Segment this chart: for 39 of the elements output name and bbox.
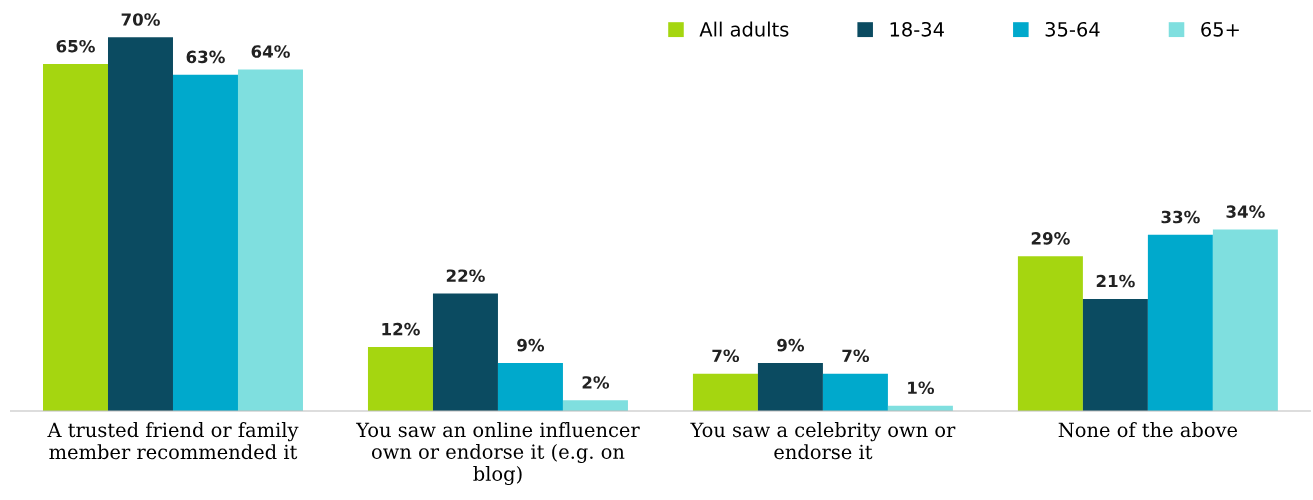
data-label: 65% [56, 39, 95, 53]
data-label: 64% [251, 45, 290, 58]
x-tick-label: You saw a celebrity own or endorse it [690, 422, 956, 460]
bar [367, 346, 433, 411]
data-label: 33% [1161, 210, 1200, 224]
bar [1147, 234, 1213, 411]
bar [432, 293, 498, 411]
data-label: 12% [382, 322, 420, 336]
data-label: 1% [908, 381, 935, 395]
data-label: 29% [1031, 232, 1070, 245]
bar [172, 74, 238, 411]
bar [497, 362, 563, 411]
x-tick-label: A trusted friend or family member recommended it [47, 422, 299, 460]
data-label: 9% [777, 338, 805, 352]
legend-label: 65+ [1201, 21, 1239, 37]
data-label: 21% [1096, 274, 1135, 288]
x-tick-label: You saw an online influencer own or endorse it (e.g. on blog) [355, 422, 640, 486]
data-label: 9% [517, 338, 545, 352]
bar [43, 64, 108, 411]
data-label: 34% [1226, 205, 1265, 218]
data-label: 7% [842, 349, 870, 363]
bar [562, 400, 628, 411]
data-label: 63% [186, 50, 225, 64]
bar [1017, 256, 1083, 411]
bar [1212, 229, 1278, 411]
bar [822, 373, 888, 411]
data-label: 7% [712, 349, 740, 363]
legend-label: 18-34 [890, 21, 944, 37]
bar [757, 362, 823, 411]
bar [692, 373, 758, 411]
bar [237, 69, 303, 411]
legend-label: All adults [699, 21, 789, 37]
data-label: 70% [121, 13, 160, 26]
legend-label: 35-64 [1045, 21, 1100, 37]
data-label: 2% [582, 376, 610, 389]
bar [107, 37, 173, 411]
data-label: 22% [446, 269, 485, 283]
bar [1082, 298, 1148, 411]
x-tick-label: None of the above [1058, 422, 1238, 438]
